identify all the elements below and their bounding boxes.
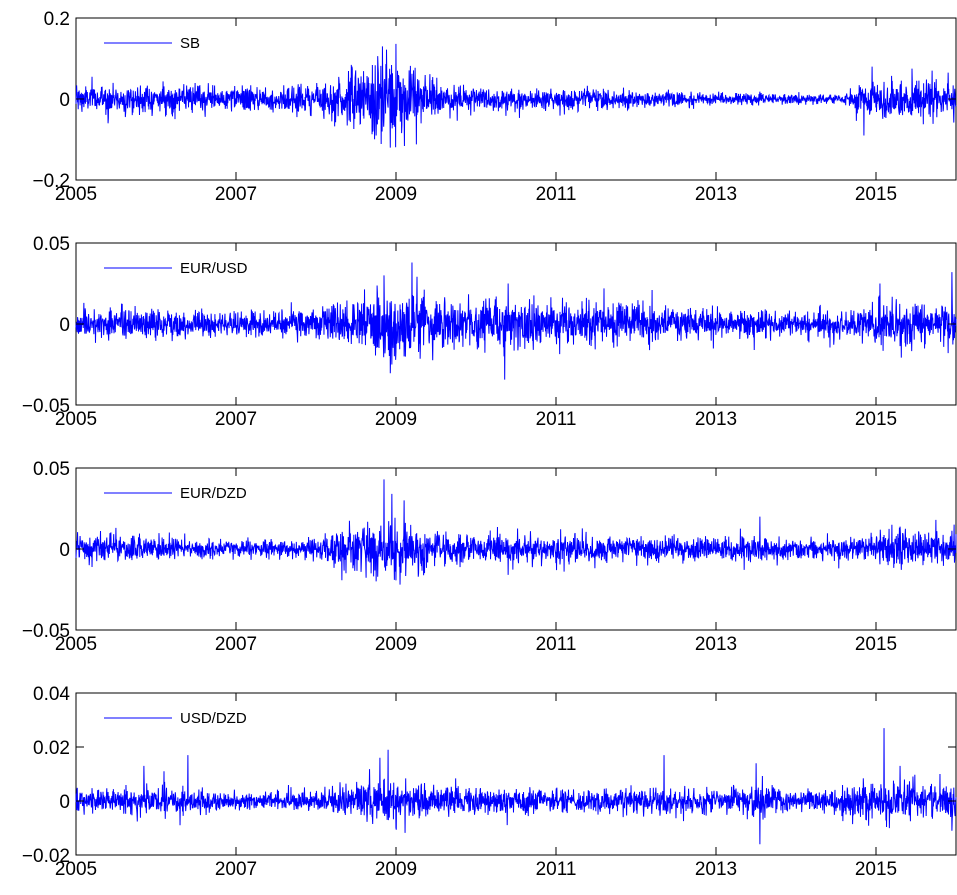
y-tick-label: 0 (59, 792, 70, 813)
series-line-usd-dzd (75, 728, 957, 845)
x-tick-label: 2009 (375, 859, 417, 880)
chart-panel-sb: 2005 2007 2009 2011 2013 2015 −0.2 0 0.2 SB (32, 9, 957, 205)
y-tick-label: 0.04 (33, 684, 70, 705)
plot-area (75, 692, 957, 856)
chart-panel-eur-dzd: 2005 2007 2009 2011 2013 2015 −0.05 0 0.05 EUR/DZ… (22, 459, 957, 655)
x-tick-label: 2015 (855, 184, 897, 205)
y-tick-label: 0.05 (33, 459, 70, 480)
x-tick-label: 2013 (695, 409, 737, 430)
x-tick-label: 2011 (536, 409, 577, 430)
x-tick-label: 2009 (375, 634, 417, 655)
y-tick-label: −0.02 (22, 846, 70, 867)
y-tick-label: −0.2 (32, 171, 70, 192)
x-tick-label: 2015 (855, 859, 897, 880)
legend-label-usd-dzd: USD/DZD (180, 710, 247, 727)
x-tick-label: 2011 (536, 859, 577, 880)
legend-label-eur-dzd: EUR/DZD (180, 485, 247, 502)
legend-label-sb: SB (180, 35, 200, 52)
x-tick-label: 2009 (375, 184, 417, 205)
x-tick-label: 2013 (695, 184, 737, 205)
x-tick-label: 2005 (55, 184, 97, 205)
x-tick-label: 2005 (55, 634, 97, 655)
x-tick-label: 2011 (536, 634, 577, 655)
y-tick-label: 0.2 (44, 9, 70, 30)
legend-label-eur-usd: EUR/USD (180, 260, 248, 277)
series-line-eur-dzd (75, 479, 957, 585)
x-tick-label: 2013 (695, 859, 737, 880)
x-tick-label: 2011 (536, 184, 577, 205)
y-tick-label: −0.05 (22, 396, 70, 417)
x-tick-label: 2005 (55, 859, 97, 880)
y-tick-label: −0.05 (22, 621, 70, 642)
series-line-sb (75, 43, 957, 148)
y-tick-label: 0 (59, 90, 70, 111)
chart-panel-eur-usd: 2005 2007 2009 2011 2013 2015 −0.05 0 0.05 EUR/US… (22, 234, 957, 430)
x-tick-label: 2009 (375, 409, 417, 430)
x-tick-label: 2007 (215, 859, 257, 880)
x-tick-label: 2007 (215, 184, 257, 205)
y-tick-label: 0.05 (33, 234, 70, 255)
series-line-eur-usd (75, 262, 957, 380)
x-tick-label: 2007 (215, 634, 257, 655)
x-tick-label: 2013 (695, 634, 737, 655)
y-tick-label: 0 (59, 540, 70, 561)
x-tick-label: 2015 (855, 409, 897, 430)
x-tick-label: 2015 (855, 634, 897, 655)
x-tick-label: 2007 (215, 409, 257, 430)
y-tick-label: 0.02 (33, 738, 70, 759)
y-tick-label: 0 (59, 315, 70, 336)
chart-panel-usd-dzd: 2005 2007 2009 2011 2013 2015 −0.02 0 0.02 0.04 US… (22, 684, 957, 880)
x-tick-label: 2005 (55, 409, 97, 430)
